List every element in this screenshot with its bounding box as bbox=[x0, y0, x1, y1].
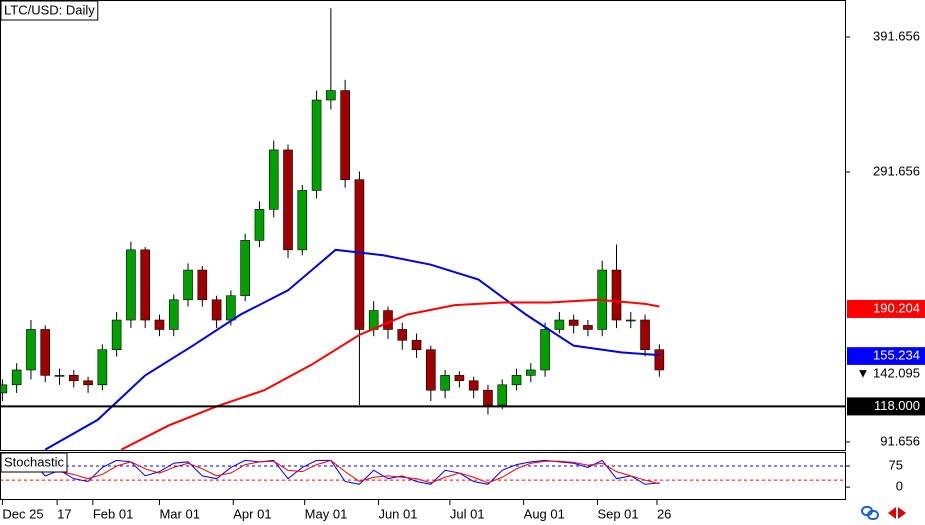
price-marker-label: ▼ 142.095 bbox=[857, 365, 920, 380]
candle-body bbox=[326, 90, 336, 101]
candle-body bbox=[554, 319, 565, 330]
x-tick-label: Mar 01 bbox=[159, 506, 199, 521]
candle-body bbox=[625, 319, 636, 322]
main-frame bbox=[0, 0, 846, 451]
candle-body bbox=[26, 329, 36, 371]
candle-body bbox=[68, 375, 79, 382]
candle-body bbox=[140, 249, 150, 321]
candle-body bbox=[397, 329, 408, 341]
price-marker bbox=[847, 397, 925, 416]
x-tick-label: Dec 25 bbox=[2, 506, 43, 521]
x-tick-label: Apr 01 bbox=[233, 506, 271, 521]
candle-body bbox=[583, 325, 593, 330]
candle-body bbox=[340, 90, 350, 180]
x-tick-label: Jun 01 bbox=[378, 506, 417, 521]
candle-body bbox=[426, 349, 436, 391]
x-tick-label: 17 bbox=[57, 506, 71, 521]
candle-body bbox=[168, 299, 179, 330]
candle-body bbox=[568, 319, 579, 326]
scroll-icon[interactable] bbox=[888, 507, 906, 519]
y-tick-label: 75 bbox=[889, 457, 903, 472]
price-marker-label: 155.234 bbox=[873, 348, 920, 363]
panel-title: LTC/USD: Daily bbox=[4, 2, 95, 17]
candle-body bbox=[454, 375, 465, 382]
x-tick-label: Aug 01 bbox=[524, 506, 565, 521]
price-marker bbox=[847, 364, 925, 383]
candle-body bbox=[383, 310, 393, 330]
candle-body bbox=[97, 349, 108, 386]
candle-body bbox=[226, 295, 236, 321]
price-marker bbox=[847, 299, 925, 318]
price-marker bbox=[847, 347, 925, 366]
y-tick-label: 0 bbox=[896, 479, 903, 494]
candle-body bbox=[540, 329, 550, 371]
link-icon-part bbox=[867, 510, 879, 520]
candle-body bbox=[497, 384, 508, 406]
x-tick-label: Sep 01 bbox=[597, 506, 638, 521]
candle-body bbox=[654, 349, 665, 371]
candle-body bbox=[111, 319, 122, 351]
candle-body bbox=[83, 380, 93, 386]
candle-body bbox=[411, 339, 422, 351]
candle-body bbox=[440, 375, 450, 391]
candle-body bbox=[197, 269, 208, 301]
x-tick-label: Feb 01 bbox=[93, 506, 133, 521]
candle-body bbox=[297, 190, 308, 251]
candle-body bbox=[11, 369, 22, 386]
candle-body bbox=[483, 389, 493, 406]
candle-body bbox=[211, 299, 222, 321]
oscillator-line bbox=[2, 459, 660, 485]
candle-body bbox=[0, 384, 8, 394]
y-tick-label: 291.656 bbox=[873, 163, 920, 178]
price-marker-label: 190.204 bbox=[873, 300, 920, 315]
candle-body bbox=[640, 319, 650, 351]
candle-body bbox=[254, 209, 265, 241]
price-marker-label: 118.000 bbox=[874, 398, 920, 413]
y-tick-label: 391.656 bbox=[873, 28, 920, 43]
candle-body bbox=[354, 179, 365, 330]
candle-body bbox=[311, 99, 322, 191]
candle-body bbox=[511, 375, 522, 386]
x-tick-label: May 01 bbox=[305, 506, 348, 521]
candle-body bbox=[526, 369, 536, 376]
candle-body bbox=[154, 319, 165, 330]
candle-body bbox=[126, 249, 136, 321]
y-tick-label: 91.656 bbox=[880, 433, 920, 448]
moving-average bbox=[44, 248, 660, 451]
candle-body bbox=[54, 375, 65, 377]
bottom-icons bbox=[861, 506, 906, 520]
x-tick-label: 26 bbox=[657, 506, 671, 521]
candle-body bbox=[240, 240, 250, 297]
candle-body bbox=[183, 269, 193, 301]
x-tick-label: Jul 01 bbox=[450, 506, 485, 521]
panel-title: Stochastic bbox=[4, 454, 64, 469]
candle-body bbox=[268, 149, 279, 210]
candle-body bbox=[40, 329, 51, 376]
candle-body bbox=[611, 269, 622, 321]
candle-body bbox=[468, 380, 479, 391]
candle-body bbox=[283, 149, 293, 251]
stoch-frame bbox=[0, 452, 846, 500]
